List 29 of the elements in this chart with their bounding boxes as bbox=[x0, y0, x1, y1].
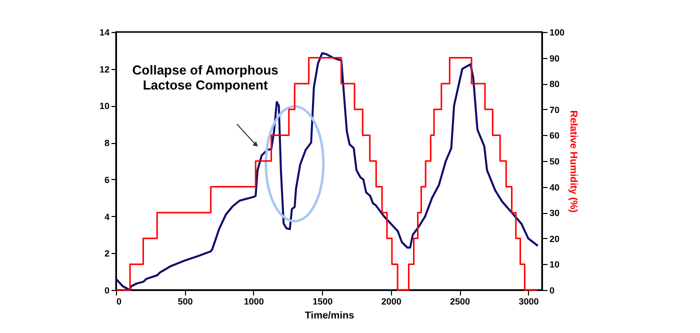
x-tick-label: 500 bbox=[178, 296, 193, 306]
y-tick-label: 12 bbox=[99, 64, 110, 74]
x-tick-label: 1500 bbox=[312, 296, 333, 306]
y2-tick-label: 40 bbox=[550, 182, 560, 192]
y2-tick-label: 80 bbox=[550, 79, 560, 90]
y2-tick-label: 20 bbox=[550, 234, 560, 244]
y2-tick-label: 50 bbox=[550, 156, 560, 166]
y2-tick-label: 10 bbox=[550, 260, 560, 270]
y2-tick-label: 30 bbox=[550, 208, 560, 218]
y2-tick-label: 100 bbox=[550, 28, 565, 38]
x-tick-label: 2000 bbox=[381, 296, 402, 306]
annotation: Collapse of Amorphous Lactose Component bbox=[132, 62, 278, 93]
y2-tick-label: 0 bbox=[550, 286, 555, 296]
x-tick-label: 0 bbox=[116, 296, 122, 306]
y2-tick-label: 60 bbox=[550, 130, 560, 141]
y-tick-label: 8 bbox=[104, 138, 110, 148]
x-tick-label: 3000 bbox=[518, 296, 539, 306]
x-tick-label: 2500 bbox=[450, 296, 470, 306]
y-tick-label: 0 bbox=[104, 286, 110, 296]
y2-tick-label: 90 bbox=[550, 53, 560, 64]
y-tick-label: 14 bbox=[99, 28, 110, 38]
y2-tick-label: 70 bbox=[550, 104, 560, 115]
y2-axis-title: Relative Humidity (%) bbox=[568, 110, 579, 213]
y-tick-label: 2 bbox=[104, 248, 110, 259]
y-tick-label: 4 bbox=[104, 212, 110, 222]
y-tick-label: 6 bbox=[104, 174, 110, 185]
x-tick-label: 1000 bbox=[244, 296, 264, 306]
y-tick-label: 10 bbox=[99, 101, 110, 112]
x-axis-title: Time/mins bbox=[304, 310, 355, 322]
